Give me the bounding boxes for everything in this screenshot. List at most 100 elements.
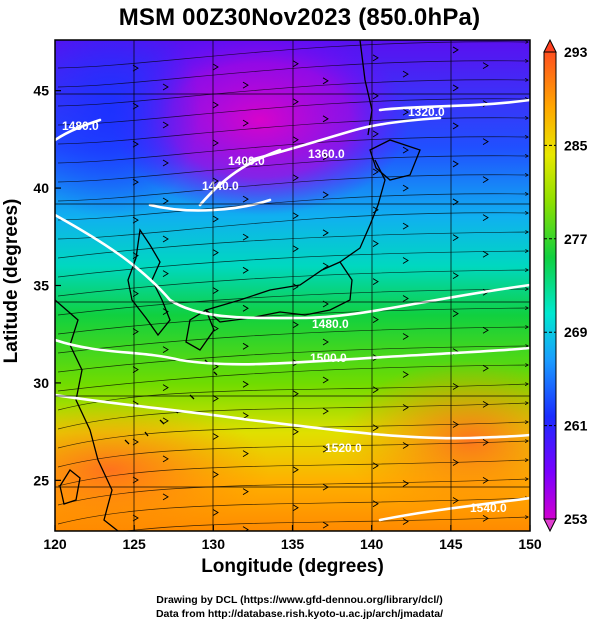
contour-label: 1480.0: [62, 119, 99, 133]
y-axis-label: Latitude (degrees): [1, 198, 22, 364]
streamline: [57, 137, 528, 164]
streamline-arrow: [162, 455, 169, 463]
streamline-arrow: [242, 412, 249, 420]
streamline: [57, 270, 528, 297]
streamline-arrow: [212, 177, 219, 185]
warm-southwest-region: [55, 400, 270, 531]
streamline-arrow: [372, 54, 379, 62]
streamline: [57, 61, 528, 88]
streamline-arrow: [482, 477, 489, 484]
streamline-arrow: [292, 136, 299, 144]
streamline-arrow: [372, 130, 379, 138]
streamline-arrow: [402, 146, 409, 154]
streamline: [57, 498, 528, 525]
streamline-arrow: [482, 401, 489, 408]
streamline-arrow: [242, 233, 249, 241]
contour-line-1400: [198, 148, 282, 207]
streamline-arrow: [482, 138, 489, 145]
streamline: [57, 175, 528, 202]
streamline-arrow: [242, 195, 249, 203]
streamline-arrow: [242, 450, 249, 458]
streamline-arrow: [372, 278, 379, 286]
streamline-arrow: [322, 445, 329, 453]
x-tick-label: 140: [360, 536, 384, 552]
streamline-arrow: [372, 424, 379, 432]
streamline-arrow: [402, 480, 409, 487]
streamline-arrow: [402, 333, 409, 340]
streamline-arrow: [482, 364, 489, 372]
streamline-arrow: [242, 266, 249, 274]
credit-data: Data from http://database.rish.kyoto-u.a…: [155, 608, 444, 620]
streamline-arrow: [402, 257, 409, 264]
streamline-arrow: [292, 60, 299, 68]
streamline-arrow: [212, 63, 219, 71]
streamline-arrow: [132, 438, 139, 446]
streamline: [57, 422, 528, 449]
streamline-arrow: [482, 515, 489, 522]
x-tick-label: 135: [281, 536, 305, 552]
streamline-arrow: [402, 108, 409, 116]
streamline-arrow: [212, 249, 219, 257]
streamline-arrow: [242, 380, 249, 388]
streamline-arrow: [322, 338, 329, 346]
streamline-arrow: [292, 428, 299, 436]
streamline: [57, 99, 528, 126]
colorbar-tick-label: 269: [564, 324, 588, 340]
streamline-arrow: [212, 101, 219, 109]
streamline-arrow: [292, 98, 299, 106]
streamline-arrow: [132, 328, 139, 335]
streamline-arrow: [482, 176, 489, 183]
streamline-arrow: [132, 252, 139, 259]
colorbar-tick-label: 277: [564, 231, 588, 247]
streamline: [57, 42, 528, 69]
streamline-arrow: [212, 287, 219, 295]
contour-labels: 1320.0 1360.0 1400.0 1440.0 1480.0 1480.…: [62, 105, 507, 515]
streamline-arrow: [212, 433, 219, 440]
streamline-arrow: [212, 139, 219, 147]
streamline: [57, 441, 528, 468]
x-axis-label: Longitude (degrees): [201, 556, 384, 577]
china-coast: [55, 299, 119, 531]
streamline-arrow: [482, 62, 489, 69]
y-tick-label: 30: [33, 375, 49, 391]
x-tick-label: 130: [202, 536, 226, 552]
contour-label: 1440.0: [202, 179, 239, 193]
streamline-arrow: [402, 371, 409, 378]
streamline-arrow: [452, 234, 459, 242]
streamline-arrow: [242, 526, 249, 531]
streamline-arrow: [452, 160, 459, 168]
streamline-arrow: [452, 383, 459, 390]
contour-line-1520: [55, 393, 530, 440]
streamline-arrow: [322, 262, 329, 270]
height-contours: [55, 98, 530, 522]
streamline-arrow: [132, 216, 139, 224]
streamline: [57, 365, 528, 392]
streamline-arrow: [132, 178, 139, 186]
contour-line-1480b: [55, 213, 530, 320]
streamline-arrow: [322, 376, 329, 384]
taiwan-coast: [59, 469, 81, 505]
colorbar-tick-label: 253: [564, 511, 588, 527]
contour-label: 1520.0: [325, 441, 362, 455]
streamline-arrow: [482, 326, 489, 334]
streamline-arrow: [162, 270, 169, 277]
streamline: [123, 517, 528, 531]
contour-label: 1360.0: [308, 147, 345, 161]
contour-label: 1500.0: [310, 351, 347, 365]
streamline-arrow: [372, 500, 379, 508]
streamline-arrow: [292, 245, 299, 253]
y-axis-ticks: 25 30 35 40 45: [33, 83, 61, 488]
streamline-arrow: [372, 462, 379, 470]
streamline-arrow: [162, 235, 169, 243]
streamline-arrow: [162, 159, 169, 167]
streamline-arrow: [322, 77, 329, 85]
streamline-arrow: [322, 191, 329, 199]
streamline: [57, 327, 528, 354]
japan-east-coast: [339, 159, 386, 263]
streamline-arrow: [132, 140, 139, 148]
streamline: [57, 403, 528, 430]
streamline-arrow: [452, 272, 459, 280]
x-axis-ticks: 120 125 130 135 140 145 150: [43, 525, 542, 552]
y-tick-label: 25: [33, 472, 49, 488]
streamline-arrow: [322, 407, 329, 415]
